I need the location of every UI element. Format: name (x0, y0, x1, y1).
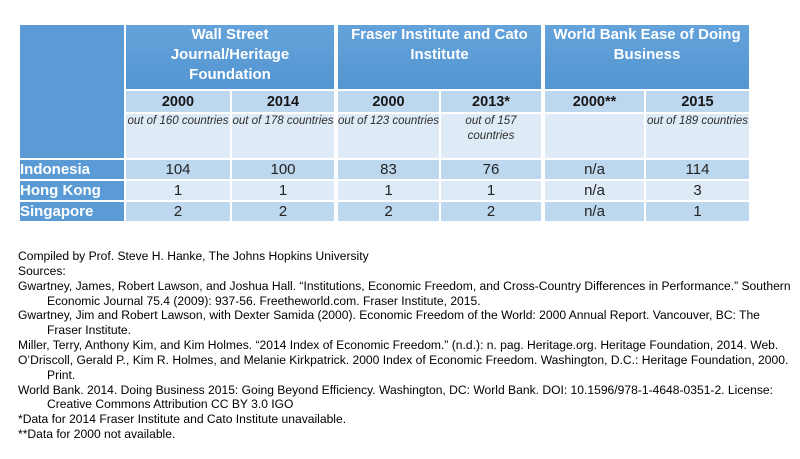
out-of-label: out of 160 countries (124, 112, 232, 160)
value-cell: n/a (541, 158, 646, 181)
group-header-line: Wall Street (191, 26, 269, 43)
footer-line: Compiled by Prof. Steve H. Hanke, The Jo… (18, 249, 369, 263)
out-of-label (541, 112, 646, 160)
value-cell: 2 (334, 200, 441, 223)
out-of-row: out of 160 countries out of 178 countrie… (19, 112, 751, 160)
group-header-line: Institute (410, 45, 469, 63)
footer-line: Economic Journal 75.4 (2009): 937-56. Fr… (47, 293, 481, 308)
group-header-wsj-heritage: Wall Street Journal/Heritage Foundation (124, 23, 337, 91)
footer-line: O’Driscoll, Gerald P., Kim R. Holmes, an… (18, 352, 789, 367)
year-header: 2013* (439, 89, 544, 114)
value-cell: 2 (230, 200, 337, 223)
row-label-singapore: Singapore (18, 200, 126, 223)
corner-cell (18, 23, 126, 160)
rankings-table: Wall Street Journal/Heritage Foundation … (18, 23, 751, 223)
group-header-line: World Bank Ease of Doing (553, 26, 741, 43)
value-cell: 1 (644, 200, 751, 223)
value-cell: n/a (541, 179, 646, 202)
footer-line: **Data for 2000 not available. (18, 427, 176, 442)
value-cell: 2 (124, 200, 232, 223)
out-of-label: out of 189 countries (644, 112, 751, 160)
year-header: 2014 (230, 89, 337, 114)
footer-line: Creative Commons Attribution CC BY 3.0 I… (47, 397, 294, 412)
sources-footer: Compiled by Prof. Steve H. Hanke, The Jo… (18, 249, 800, 442)
row-label-indonesia: Indonesia (18, 158, 126, 181)
footer-line: World Bank. 2014. Doing Business 2015: G… (18, 382, 773, 397)
footer-line: Sources: (18, 263, 66, 278)
group-header-line: Business (613, 45, 681, 63)
out-of-label: out of 157 countries (439, 112, 544, 160)
value-cell: 114 (644, 158, 751, 181)
year-header: 2000 (334, 89, 441, 114)
value-cell: 1 (124, 179, 232, 202)
footer-line: Fraser Institute. (47, 323, 132, 338)
group-header-line: Foundation (189, 65, 271, 83)
row-label-hong-kong: Hong Kong (18, 179, 126, 202)
year-header: 2000** (541, 89, 646, 114)
group-header-fraser-cato: Fraser Institute and Cato Institute (334, 23, 544, 91)
year-header: 2015 (644, 89, 751, 114)
year-header: 2000 (124, 89, 232, 114)
table-row-indonesia: Indonesia 104 100 83 76 n/a 114 (18, 158, 751, 181)
value-cell: 1 (334, 179, 441, 202)
value-cell: 2 (439, 200, 544, 223)
value-cell: 3 (644, 179, 751, 202)
group-header-row: Wall Street Journal/Heritage Foundation … (18, 23, 751, 160)
value-cell: 1 (439, 179, 544, 202)
out-of-label: out of 178 countries (230, 112, 337, 160)
group-header-line: Fraser Institute and Cato (351, 26, 528, 43)
group-header-world-bank: World Bank Ease of Doing Business (541, 23, 751, 91)
footer-line: Gwartney, Jim and Robert Lawson, with De… (18, 308, 760, 323)
year-header-row: 2000 2014 2000 2013* 2000** 2015 (19, 89, 751, 114)
group-header-line: Journal/Heritage (170, 45, 290, 63)
footer-line: Print. (47, 367, 76, 382)
value-cell: 76 (439, 158, 544, 181)
footer-line: Gwartney, James, Robert Lawson, and Josh… (18, 278, 791, 293)
table-row-singapore: Singapore 2 2 2 2 n/a 1 (18, 200, 751, 223)
out-of-label: out of 123 countries (334, 112, 441, 160)
footer-line: *Data for 2014 Fraser Institute and Cato… (18, 412, 347, 427)
value-cell: 1 (230, 179, 337, 202)
value-cell: 100 (230, 158, 337, 181)
table-row-hong-kong: Hong Kong 1 1 1 1 n/a 3 (18, 179, 751, 202)
footer-line: Miller, Terry, Anthony Kim, and Kim Holm… (18, 338, 779, 353)
value-cell: 83 (334, 158, 441, 181)
value-cell: n/a (541, 200, 646, 223)
value-cell: 104 (124, 158, 232, 181)
